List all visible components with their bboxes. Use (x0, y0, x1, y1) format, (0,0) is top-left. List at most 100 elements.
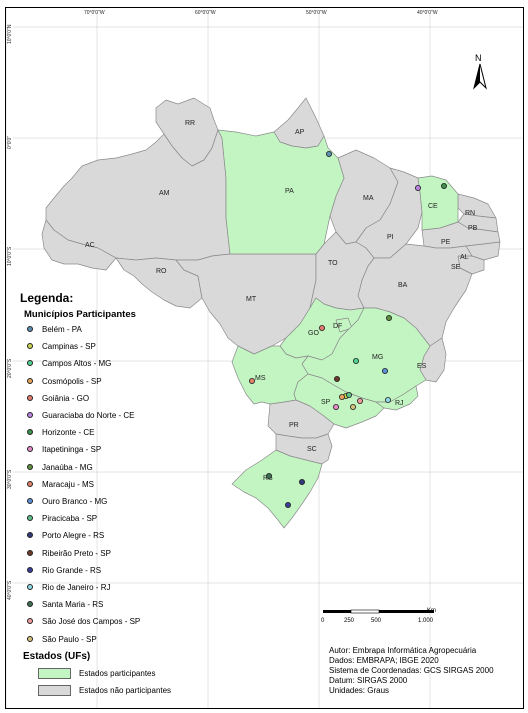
legend-item-label: Rio Grande - RS (42, 565, 102, 575)
legend-marker-icon (27, 532, 33, 539)
legend-item: Cosmópolis - SP (27, 376, 102, 386)
state-label: MT (246, 296, 257, 303)
state-label: AM (159, 190, 170, 197)
legend-item: Campos Altos - MG (27, 359, 112, 369)
point-sao-jose-dos-campos[interactable] (356, 397, 363, 404)
state-label: PR (289, 422, 299, 429)
latitude-tick: 40°0'0"S (7, 580, 13, 600)
map-credits: Autor: Embrapa Informática Agropecuária … (329, 646, 494, 696)
legend-item: Ribeirão Preto - SP (27, 549, 111, 558)
point-sao-paulo[interactable] (349, 403, 356, 410)
state-label: MG (372, 354, 383, 361)
point-rio-de-janeiro[interactable] (384, 396, 391, 403)
state-label: PA (285, 188, 294, 195)
legend-item: Horizonte - CE (27, 428, 94, 437)
point-guaraciaba[interactable] (414, 184, 421, 191)
state-ap[interactable] (273, 97, 325, 149)
legend-item: Itapetininga - SP (27, 445, 102, 455)
state-label: RO (156, 268, 167, 275)
legend-marker-icon (27, 515, 33, 522)
scale-tick: 250 (344, 618, 355, 624)
legend-item-label: Ouro Branco - MG (42, 497, 108, 506)
state-ro[interactable] (115, 257, 203, 309)
legend-swatch-icon (38, 685, 71, 696)
state-rs[interactable] (231, 449, 323, 529)
point-piracicaba[interactable] (345, 391, 352, 398)
states-layer (41, 97, 501, 529)
state-label: SC (307, 446, 317, 453)
state-label: DF (333, 323, 342, 330)
legend-marker-icon (27, 498, 33, 504)
scale-bar: 0 250 500 1.000 Km (321, 608, 436, 624)
point-itapetininga[interactable] (332, 403, 339, 410)
legend-marker-icon (27, 480, 33, 487)
legend-item-label: Rio de Janeiro - RJ (42, 583, 111, 592)
point-santa-maria[interactable] (265, 472, 272, 479)
scale-tick: 500 (371, 618, 382, 624)
point-ouro-branco[interactable] (381, 367, 388, 374)
state-label: MS (255, 375, 266, 382)
state-label: CE (428, 203, 438, 210)
legend-title: Legenda: (20, 291, 74, 305)
legend-item-label: São José dos Campos - SP (42, 617, 141, 627)
legend-item: Rio Grande - RS (27, 565, 102, 575)
latitude-tick: 30°0'0"S (7, 469, 13, 489)
point-cosmopolis[interactable] (338, 393, 345, 400)
legend-item-label: Porto Alegre - RS (42, 531, 105, 541)
state-label: MA (363, 195, 374, 202)
legend-item: Santa Maria - RS (27, 600, 104, 610)
point-campos-altos[interactable] (352, 357, 359, 364)
legend-marker-icon (27, 618, 33, 625)
legend-marker-icon (27, 377, 33, 384)
legend-item: Goiânia - GO (27, 394, 89, 403)
legend-swatch-icon (38, 668, 71, 679)
point-belem[interactable] (325, 150, 332, 157)
point-goiania[interactable] (318, 324, 325, 331)
legend-item-label: Itapetininga - SP (42, 445, 102, 455)
map-canvas[interactable]: RR AP AM PA MA CE RN PB PE AL SE PI AC R… (6, 8, 524, 709)
legend-item: Piracicaba - SP (27, 514, 98, 524)
point-ribeirao-preto[interactable] (333, 375, 340, 382)
legend-marker-icon (27, 343, 33, 350)
point-janauba[interactable] (385, 314, 392, 321)
state-label: RN (465, 210, 475, 217)
state-label: PB (468, 225, 478, 232)
legend-item-label: Piracicaba - SP (42, 514, 98, 524)
legend-marker-icon (27, 463, 33, 470)
longitude-tick: 60°0'0"W (195, 10, 216, 16)
state-label: SE (451, 264, 461, 271)
point-rio-grande[interactable] (284, 501, 291, 508)
legend-item: São José dos Campos - SP (27, 617, 141, 627)
scale-unit: Km (427, 608, 436, 614)
legend-marker-icon (27, 446, 33, 453)
legend-item-label: Janaúba - MG (42, 462, 93, 472)
state-pa[interactable] (217, 129, 345, 255)
state-rj[interactable] (375, 385, 419, 411)
state-ce[interactable] (417, 175, 459, 231)
state-ac[interactable] (41, 219, 117, 271)
legend: Legenda: Municípios Participantes Belém … (20, 291, 240, 644)
credit-datum: Datum: SIRGAS 2000 (329, 676, 408, 685)
point-porto-alegre[interactable] (298, 478, 305, 485)
legend-item-label: Cosmópolis - SP (42, 376, 102, 386)
state-label: PI (387, 234, 394, 241)
point-horizonte[interactable] (440, 182, 447, 189)
legend-item-label: Campos Altos - MG (42, 359, 112, 369)
legend-marker-icon (27, 394, 33, 401)
credit-data: Dados: EMBRAPA; IBGE 2020 (329, 656, 439, 665)
legend-marker-icon (27, 584, 33, 590)
legend-item-label: Santa Maria - RS (42, 600, 104, 610)
state-label: RJ (395, 400, 404, 407)
legend-item-label: Belém - PA (42, 325, 82, 334)
map-frame: RR AP AM PA MA CE RN PB PE AL SE PI AC R… (5, 7, 524, 709)
state-sp[interactable] (293, 373, 385, 429)
legend-item: Campinas - SP (27, 342, 96, 351)
estados-legend: Estados (UFs) Estados participantes Estad… (23, 651, 171, 696)
longitude-tick: 40°0'0"W (417, 10, 438, 16)
point-maracaju[interactable] (248, 377, 255, 384)
legend-item: Guaraciaba do Norte - CE (27, 411, 135, 420)
north-arrow: N (473, 53, 487, 90)
state-label: TO (328, 260, 338, 267)
latitude-tick: 10°0'0"S (7, 246, 13, 266)
legend-marker-icon (27, 635, 33, 642)
